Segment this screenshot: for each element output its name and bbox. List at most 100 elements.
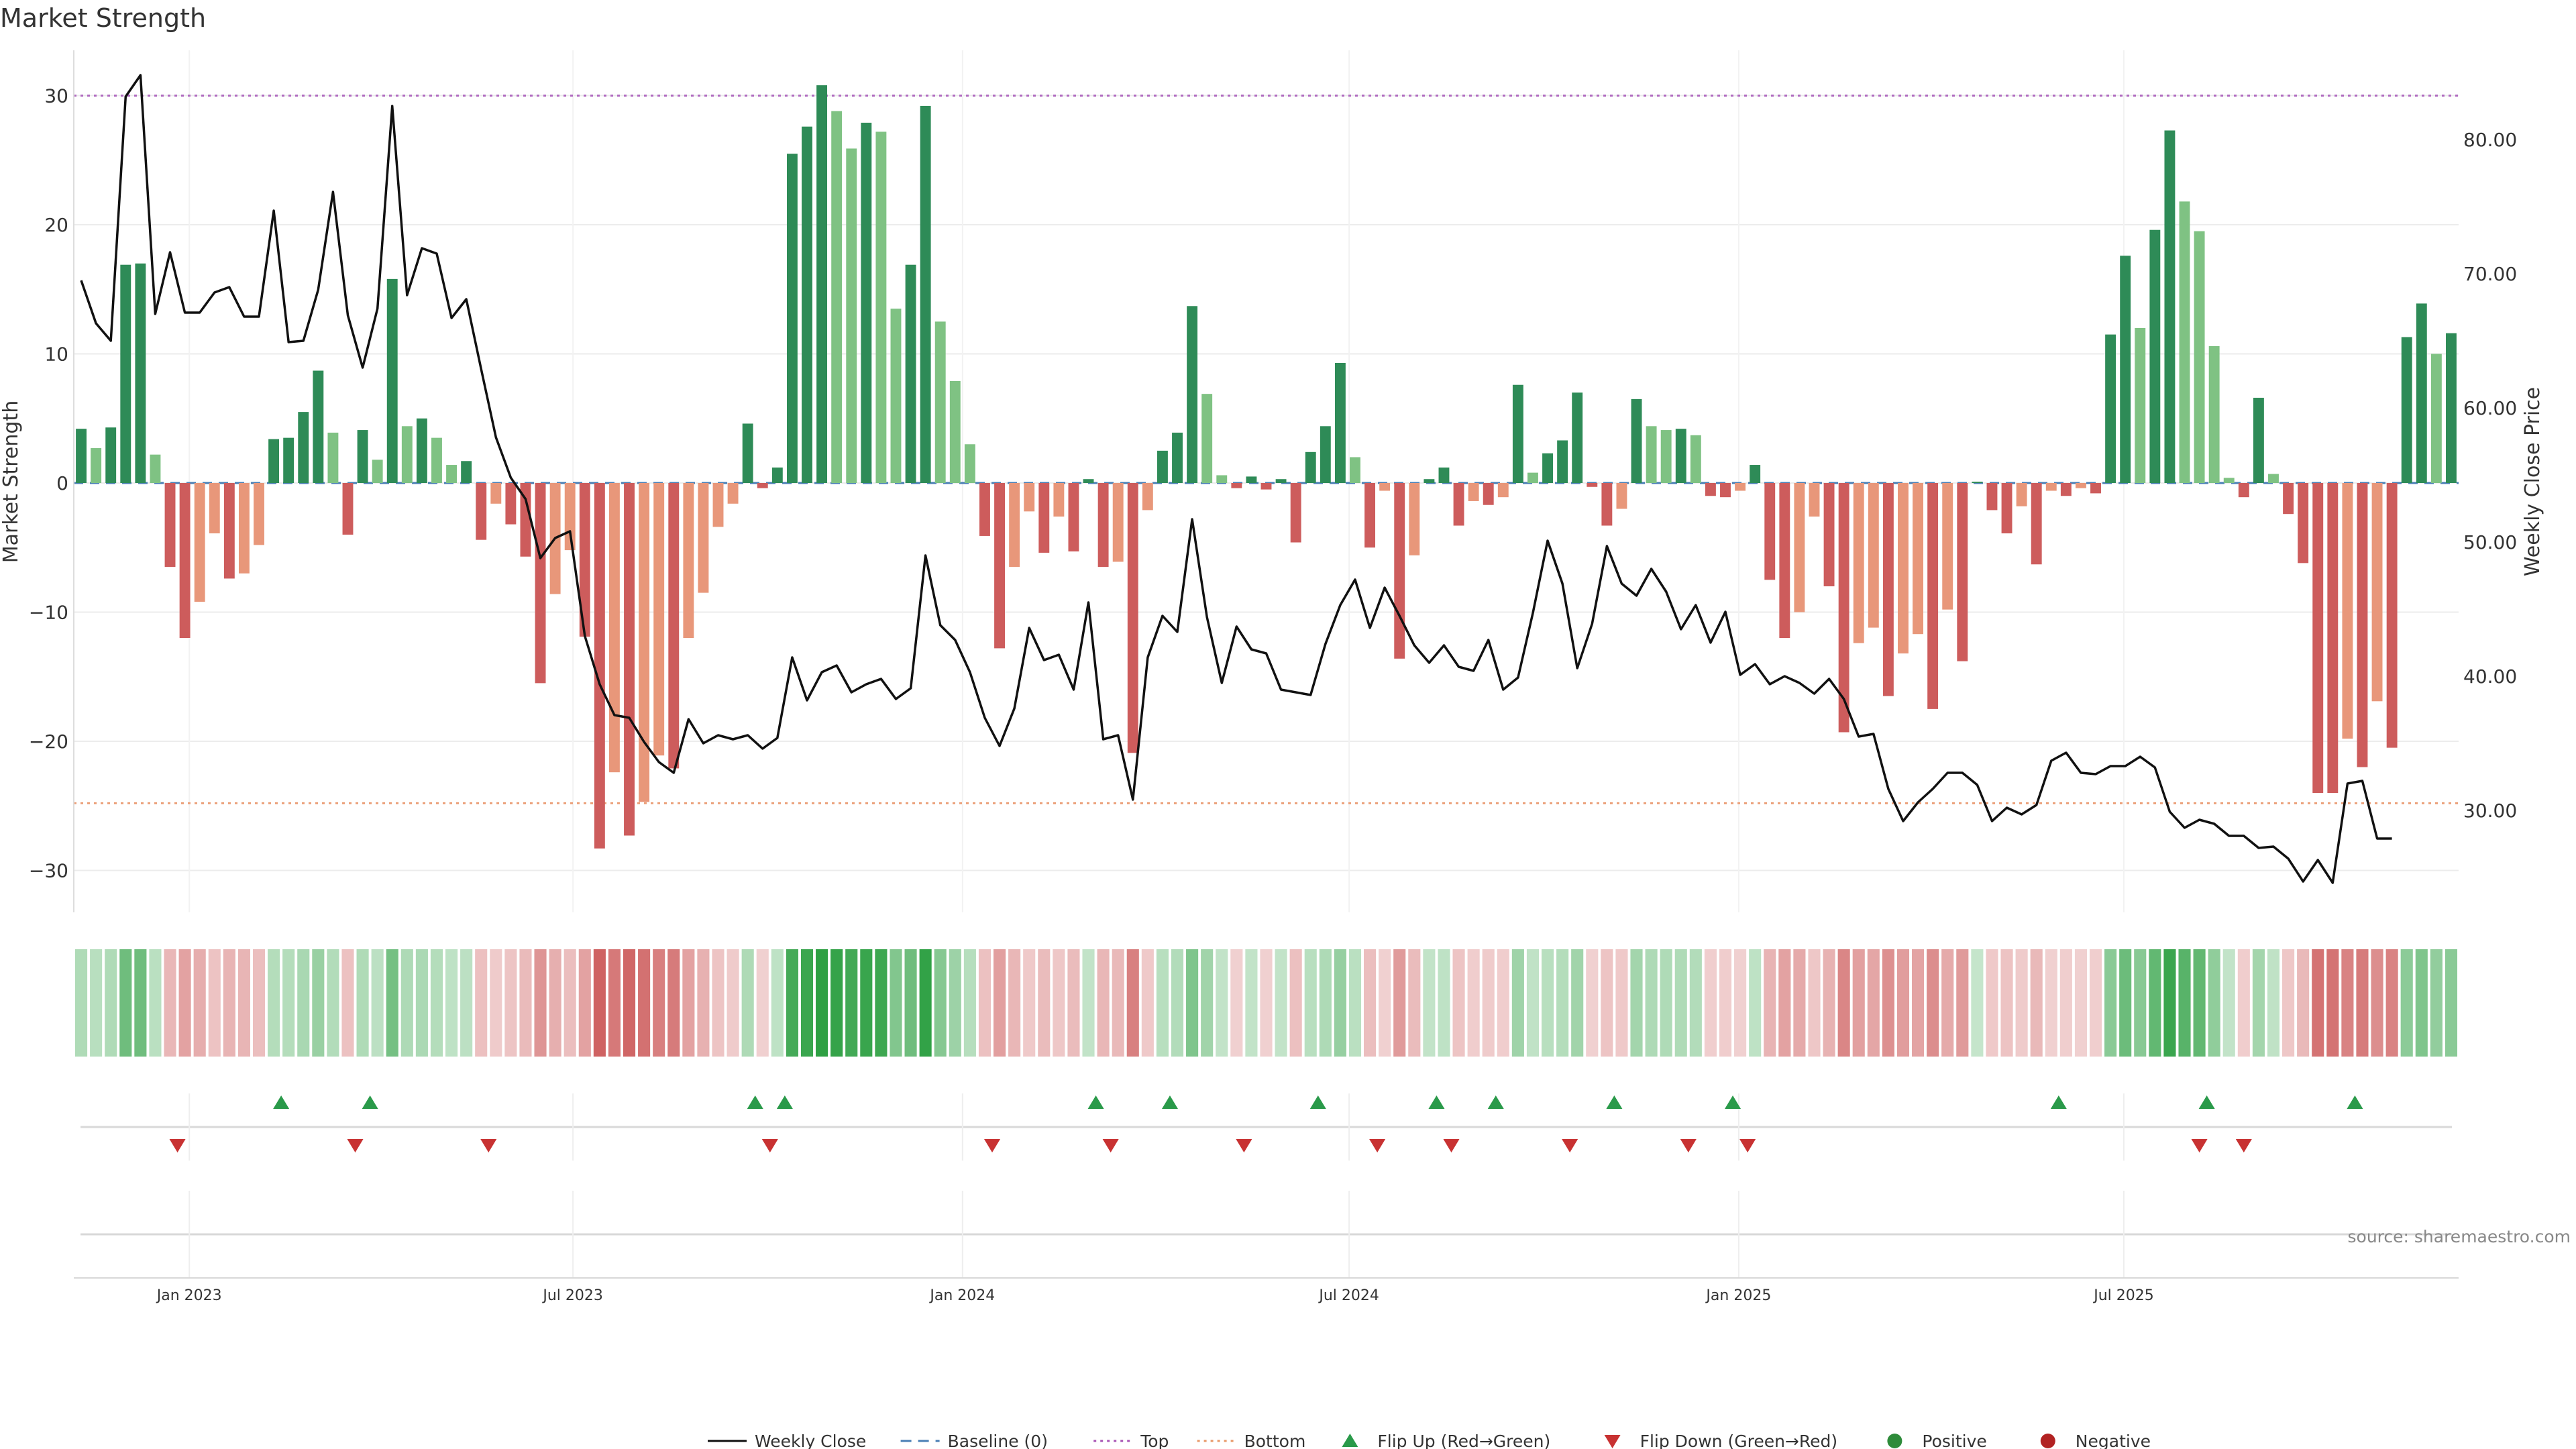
heat-cell <box>1497 949 1509 1057</box>
strength-bar <box>2401 337 2412 483</box>
strength-bar <box>934 321 946 483</box>
strength-bar <box>1779 483 1790 638</box>
strength-bar <box>2430 354 2442 483</box>
heat-cell <box>356 949 369 1057</box>
strength-bar <box>2298 483 2309 564</box>
strength-bar <box>2194 231 2205 483</box>
heat-cell <box>1467 949 1480 1057</box>
heat-cell <box>934 949 947 1057</box>
heat-cell <box>2104 949 2117 1057</box>
heat-cell <box>312 949 325 1057</box>
strength-bar <box>1260 483 1272 490</box>
heat-cell <box>800 949 814 1057</box>
heat-cell <box>2326 949 2339 1057</box>
heat-cell <box>2149 949 2161 1057</box>
heat-cell <box>2089 949 2102 1057</box>
heat-cell <box>105 949 117 1057</box>
flip-up-marker <box>1309 1095 1326 1109</box>
strength-bar <box>1068 483 1079 552</box>
heat-cell <box>2400 949 2413 1057</box>
flip-up-marker <box>2198 1095 2215 1109</box>
strength-bar <box>1601 483 1613 526</box>
heat-cell <box>578 949 591 1057</box>
strength-bar <box>1512 384 1523 483</box>
strength-bar <box>1231 483 1242 488</box>
strength-bar <box>1587 483 1598 487</box>
y-tick-label: −30 <box>29 860 68 882</box>
heat-cell <box>90 949 103 1057</box>
heat-cell <box>682 949 695 1057</box>
legend-item: Negative <box>2040 1432 2151 1449</box>
strength-bar <box>890 309 902 483</box>
heat-cell <box>237 949 250 1057</box>
strength-bar <box>327 432 339 483</box>
strength-bar <box>1572 392 1583 483</box>
heat-cell <box>149 949 162 1057</box>
strength-bar <box>446 465 458 483</box>
strength-bar <box>342 483 354 535</box>
strength-bar <box>313 370 324 483</box>
strength-bar <box>1438 467 1450 483</box>
strength-bar <box>1542 453 1553 483</box>
strength-bar <box>505 483 517 525</box>
y2-tick-label: 30.00 <box>2463 800 2517 822</box>
heat-cell <box>2059 949 2072 1057</box>
heat-cell <box>223 949 235 1057</box>
heat-cell <box>1438 949 1450 1057</box>
flip-up-marker <box>1606 1095 1623 1109</box>
strength-bar <box>135 263 146 483</box>
heat-cell <box>890 949 902 1057</box>
heat-cell <box>608 949 621 1057</box>
strength-bar <box>254 483 264 545</box>
heat-cell <box>1053 949 1065 1057</box>
strength-bar <box>816 85 828 484</box>
legend-flip-up-icon <box>1342 1434 1358 1447</box>
strength-bar <box>2105 334 2116 483</box>
heat-cell <box>1823 949 1835 1057</box>
heat-cell <box>519 949 532 1057</box>
strength-bar <box>401 426 413 483</box>
strength-bar <box>1986 483 1998 511</box>
strength-bar <box>727 483 739 504</box>
strength-bar <box>1246 476 1257 483</box>
strength-bar <box>2283 483 2294 515</box>
heat-cell <box>1379 949 1391 1057</box>
strength-bar <box>1320 426 1331 483</box>
heat-cell <box>830 949 843 1057</box>
y-tick-label: 30 <box>44 85 68 107</box>
strength-bar <box>2357 483 2368 767</box>
strength-bar <box>120 264 131 483</box>
legend-dot-icon <box>1887 1434 1902 1448</box>
heat-cell <box>1482 949 1495 1057</box>
flip-up-marker <box>1428 1095 1445 1109</box>
heat-cell <box>727 949 739 1057</box>
heat-cell <box>2074 949 2087 1057</box>
heat-cell <box>1348 949 1362 1057</box>
heat-cell <box>860 949 873 1057</box>
heat-cell <box>638 949 651 1057</box>
strength-bar <box>1305 451 1316 483</box>
strength-bar <box>1809 483 1820 517</box>
heat-cell <box>1749 949 1762 1057</box>
heat-cell <box>2282 949 2295 1057</box>
strength-bar <box>2386 483 2398 748</box>
strength-bar <box>594 483 605 849</box>
heat-cell <box>1615 949 1628 1057</box>
heat-cell <box>1423 949 1436 1057</box>
heat-cell <box>1230 949 1243 1057</box>
strength-bar <box>1083 479 1094 483</box>
strength-bar <box>2090 483 2101 494</box>
heat-cell <box>1927 949 1939 1057</box>
strength-bar <box>2208 345 2220 483</box>
legend-label: Weekly Close <box>755 1432 866 1449</box>
legend-label: Positive <box>1922 1432 1986 1449</box>
heat-cell <box>504 949 517 1057</box>
heat-cell <box>549 949 561 1057</box>
flip-up-marker <box>1087 1095 1104 1109</box>
legend-flip-down-icon <box>1604 1435 1621 1448</box>
y-tick-label: −20 <box>29 731 68 753</box>
heat-cell <box>208 949 221 1057</box>
strength-bar <box>2045 483 2057 491</box>
heat-cell <box>475 949 488 1057</box>
heat-cell <box>1778 949 1791 1057</box>
